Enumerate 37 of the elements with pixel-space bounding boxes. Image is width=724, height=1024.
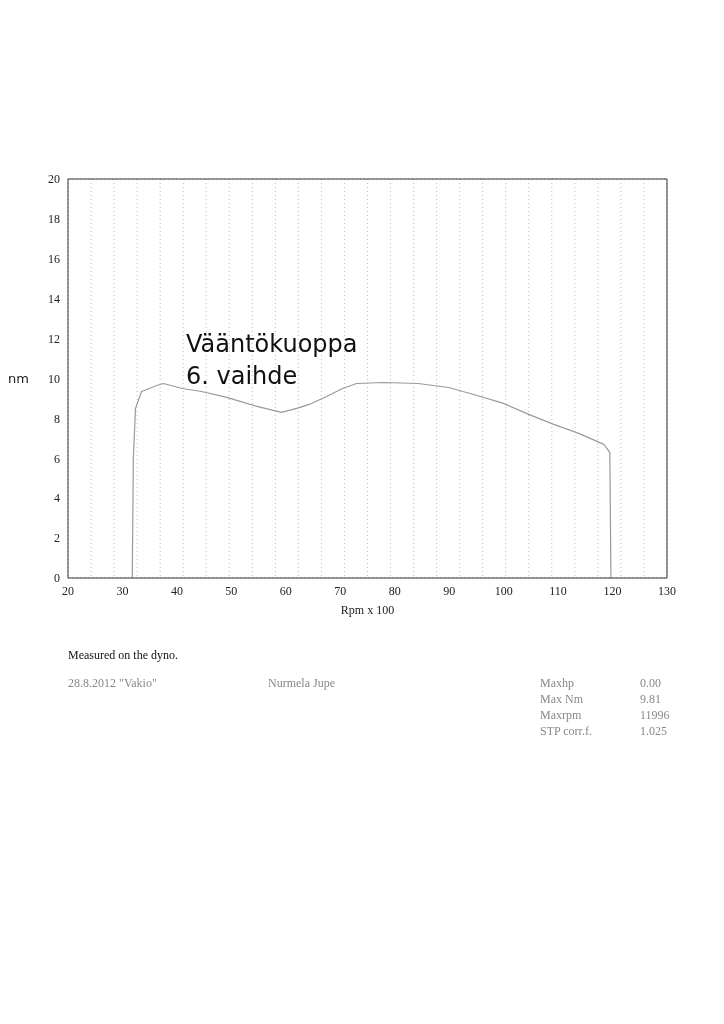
y-tick-label: 2 [54,531,60,546]
text: Maxhp [540,676,575,692]
x-tick-label: 30 [116,583,129,598]
y-tick-label: 12 [48,331,60,346]
y-tick-label: 4 [54,491,60,506]
x-tick-label: 110 [549,583,567,598]
x-tick-label: 90 [443,583,456,598]
y-tick-label: 20 [48,172,60,187]
text: 9.81 [640,692,661,708]
text: 28.8.2012 "Vakio" [68,676,157,691]
x-tick-label: 80 [388,583,401,598]
x-tick-label: 40 [170,583,183,598]
x-tick-label: 130 [658,583,676,598]
y-tick-label: 8 [54,411,60,426]
y-tick-label: 14 [48,291,60,306]
y-tick-label: 18 [48,212,60,227]
y-tick-label: 16 [48,252,60,267]
annotation: Vääntökuoppa [186,329,358,360]
x-tick-label: 70 [334,583,347,598]
text: 11996 [640,708,670,724]
text: Maxrpm [540,708,583,724]
x-tick-label: 50 [225,583,238,598]
annotation: 6. vaihde [186,361,299,392]
text: Measured on the dyno. [68,648,178,663]
y-tick-label: 0 [54,571,60,586]
text: 1.025 [640,724,667,740]
y-axis-title: nm [8,371,29,387]
x-tick-label: 60 [279,583,292,598]
text: Max Nm [540,692,584,708]
y-tick-label: 6 [54,451,60,466]
text: 0.00 [640,676,661,692]
y-tick-label: 10 [48,371,60,386]
text: Nurmela Jupe [268,676,335,691]
x-axis-title: Rpm x 100 [340,603,395,617]
x-tick-label: 120 [603,583,622,598]
text: STP corr.f. [540,724,593,740]
x-tick-label: 100 [494,583,513,598]
